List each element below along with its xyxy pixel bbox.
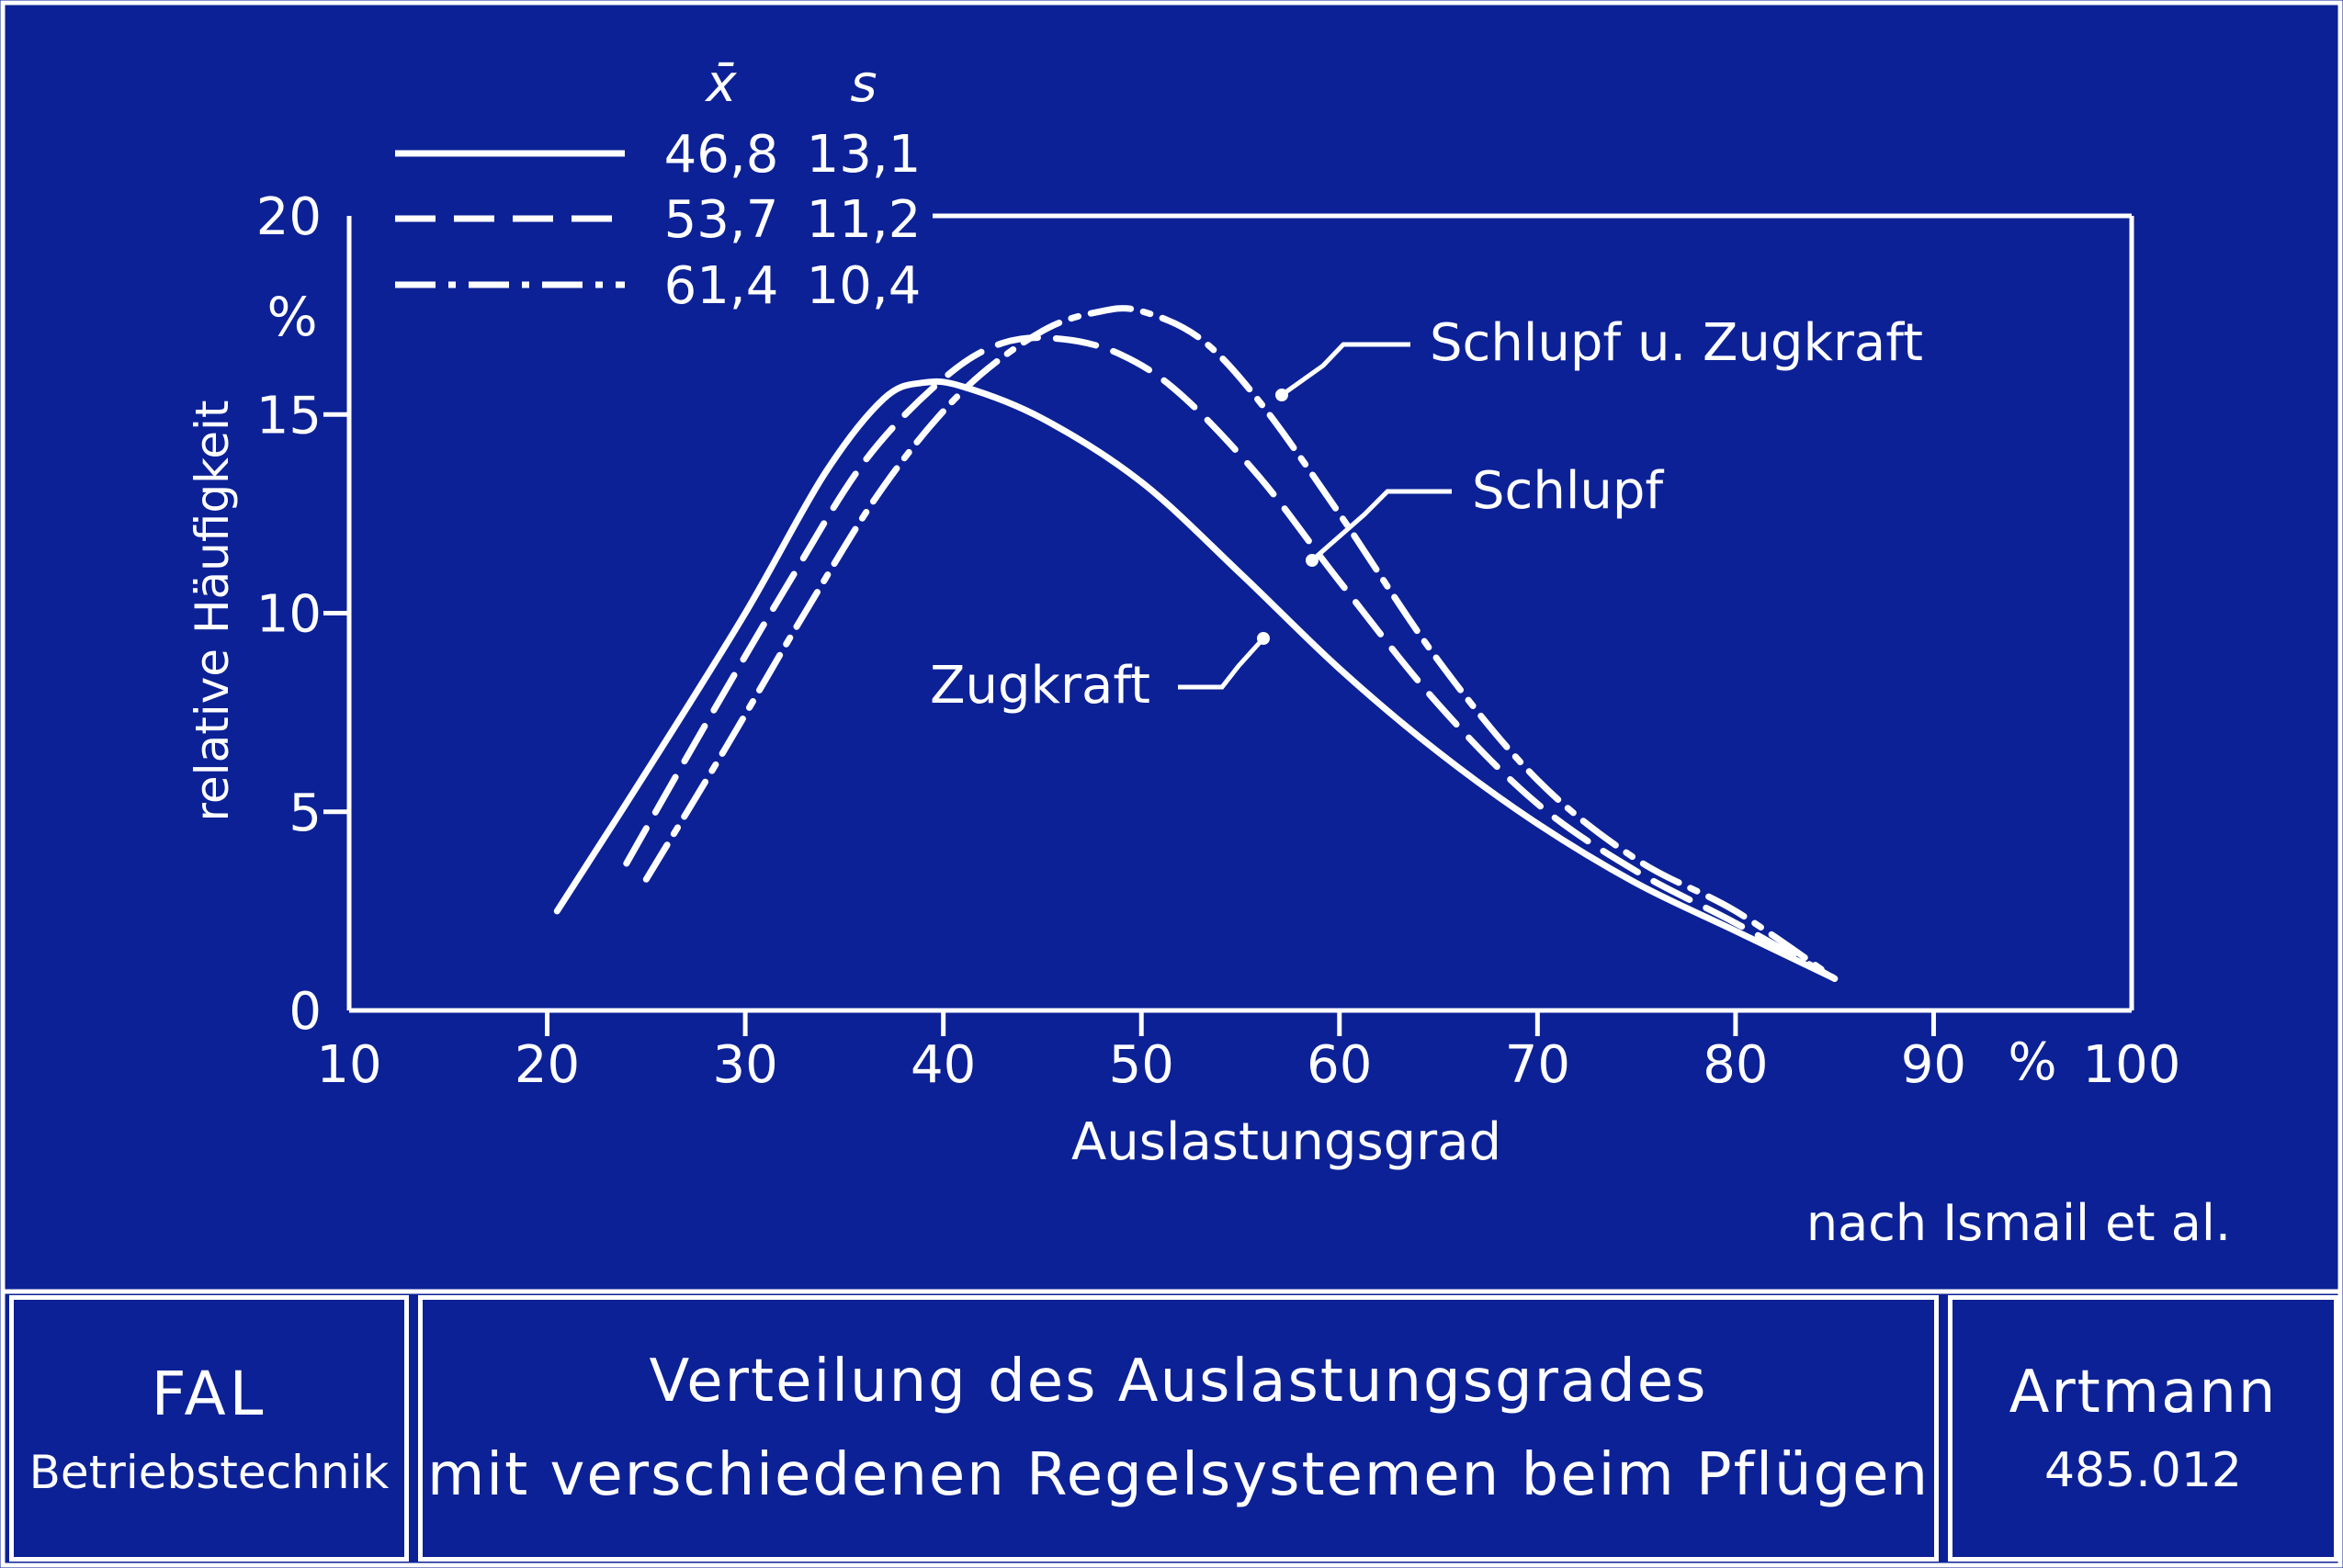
annotation-label: Schlupf u. Zugkraft [1430,313,1923,373]
y-tick-label: 10 [256,585,322,645]
x-tick-label: 60 [1307,1035,1372,1095]
x-tick-label: 80 [1703,1035,1768,1095]
curve-dashdot [642,305,1839,982]
institute-box: FAL Betriebstechnik [9,1295,409,1562]
curve-dashed [623,334,1839,982]
institute-name: FAL [151,1358,267,1429]
annotation-label: Schlupf [1472,461,1664,521]
y-axis-label: relative Häufigkeit [186,400,239,821]
legend-sd-value: 10,4 [807,256,922,316]
annotation-label: Zugkraft [930,656,1150,716]
axis-ticks: 10 20 30 40 50 60 70 80 90 100 0 5 10 15 20 [256,187,2181,1095]
annotation-arrowhead [1275,389,1288,401]
x-tick-label: 50 [1109,1035,1174,1095]
x-tick-label: 20 [515,1035,580,1095]
y-tick-label: 20 [256,187,322,247]
y-axis-unit: % [266,286,317,348]
legend-mean-value: 46,8 [664,125,779,185]
y-tick-label: 0 [289,982,322,1042]
title-box: Verteilung des Auslastungsgrades mit ver… [418,1295,1939,1562]
annotation-leader [1310,489,1452,562]
x-tick-label: 30 [712,1035,777,1095]
legend-mean-value: 61,4 [664,256,779,316]
plot-axes [346,213,2134,1013]
x-tick-label: 10 [316,1035,381,1095]
annotations: Zugkraft Schlupf Schlupf u. Zugkraft [930,313,1923,716]
x-axis-unit: % [2008,1032,2056,1092]
legend-mean-value: 53,7 [664,190,779,250]
source-note: nach Ismail et al. [1806,1194,2231,1252]
institute-department: Betriebstechnik [28,1445,390,1499]
x-tick-label: 90 [1901,1035,1966,1095]
x-tick-label: 100 [2083,1035,2181,1095]
legend-header-mean: x̄ [704,54,737,114]
legend: x̄ s 46,8 13,1 53,7 11,2 61,4 10,4 [395,54,921,316]
y-tick-label: 15 [256,386,322,446]
x-tick-label: 70 [1505,1035,1570,1095]
annotation-arrowhead [1257,632,1270,645]
x-axis-label: Auslastungsgrad [1071,1112,1501,1172]
slide-title-line-2: mit verschiedenen Regelsystemen beim Pfl… [426,1441,1930,1509]
y-tick-label: 5 [289,784,322,843]
annotation-arrowhead [1306,554,1319,567]
author-name: Artmann [2009,1359,2278,1427]
annotation-leader [1178,637,1265,690]
document-number: 485.012 [2043,1443,2243,1498]
legend-header-sd: s [850,54,877,114]
annotation-leader [1280,342,1410,398]
slide-title-line-1: Verteilung des Auslastungsgrades [649,1347,1708,1416]
curves [553,305,1839,982]
legend-sd-value: 11,2 [807,190,922,250]
curve-solid [553,378,1839,982]
legend-sd-value: 13,1 [807,125,922,185]
x-tick-label: 40 [911,1035,976,1095]
author-box: Artmann 485.012 [1948,1295,2338,1562]
